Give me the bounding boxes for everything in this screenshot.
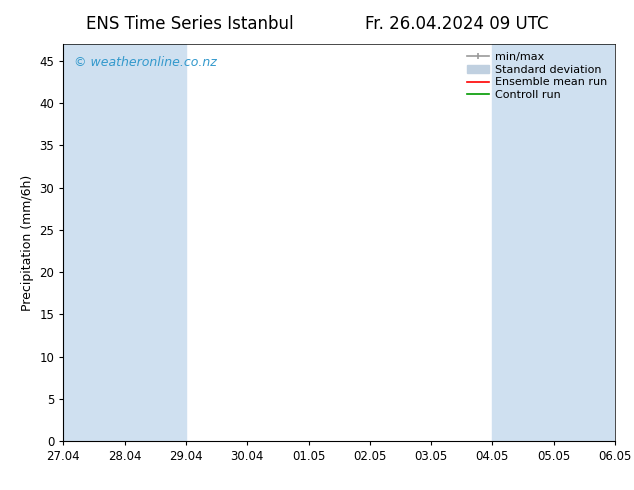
Y-axis label: Precipitation (mm/6h): Precipitation (mm/6h) [21, 174, 34, 311]
Bar [615, 44, 634, 441]
Bar [553, 44, 615, 441]
Bar [125, 44, 186, 441]
Text: Fr. 26.04.2024 09 UTC: Fr. 26.04.2024 09 UTC [365, 15, 548, 33]
Legend: min/max, Standard deviation, Ensemble mean run, Controll run: min/max, Standard deviation, Ensemble me… [465, 49, 609, 102]
Bar [63, 44, 125, 441]
Text: ENS Time Series Istanbul: ENS Time Series Istanbul [86, 15, 294, 33]
Text: © weatheronline.co.nz: © weatheronline.co.nz [74, 56, 217, 69]
Bar [493, 44, 553, 441]
